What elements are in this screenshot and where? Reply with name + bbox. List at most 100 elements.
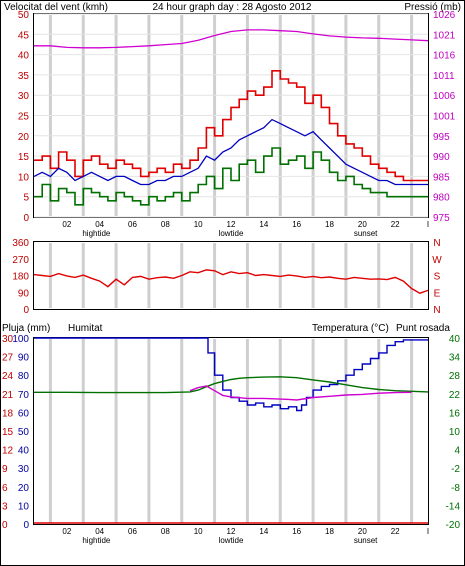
hour-tick-label: 16 bbox=[292, 527, 301, 536]
temperature-tick: 28 bbox=[449, 371, 461, 382]
temperature-tick: -20 bbox=[446, 520, 461, 531]
hour-tick-label: 16 bbox=[292, 220, 301, 229]
direction-tick: 270 bbox=[12, 255, 29, 266]
rain-tick: 27 bbox=[2, 353, 14, 364]
dewpoint-series bbox=[189, 385, 412, 401]
event-label-sunset: sunset bbox=[354, 536, 378, 545]
wind-speed-tick: 25 bbox=[18, 112, 30, 123]
pressure-label: Pressió (mb) bbox=[404, 2, 461, 13]
wind-speed-label: Velocitat del vent (kmh) bbox=[4, 2, 108, 13]
temperature-tick: 34 bbox=[449, 353, 461, 364]
temperature-label: Temperatura (°C) bbox=[312, 323, 389, 334]
hour-tick-label: 04 bbox=[95, 527, 104, 536]
pressure-tick: 975 bbox=[433, 213, 450, 224]
event-label-lowtide: lowtide bbox=[219, 536, 244, 545]
humidity-tick: 40 bbox=[18, 446, 30, 457]
compass-label: N bbox=[433, 305, 440, 316]
wind-speed-tick: 5 bbox=[23, 193, 29, 204]
hour-tick-label: 10 bbox=[194, 527, 203, 536]
pressure-tick: 980 bbox=[433, 193, 450, 204]
pressure-tick: 1021 bbox=[433, 30, 456, 41]
wind-speed-tick: 10 bbox=[18, 172, 30, 183]
pressure-tick: 985 bbox=[433, 172, 450, 183]
compass-label: E bbox=[434, 288, 441, 299]
rain-label: Pluja (mm) bbox=[2, 323, 50, 334]
hour-tick-label: 08 bbox=[161, 220, 170, 229]
compass-label: S bbox=[434, 272, 441, 283]
hour-tick-label: 22 bbox=[391, 220, 400, 229]
pressure-tick: 990 bbox=[433, 152, 450, 163]
direction-tick: 0 bbox=[23, 305, 29, 316]
hour-tick-label: 06 bbox=[128, 527, 137, 536]
hour-tick-label: 14 bbox=[259, 527, 268, 536]
temperature-tick: 10 bbox=[449, 427, 461, 438]
hour-tick-label: 22 bbox=[391, 527, 400, 536]
hour-tick-label: 14 bbox=[259, 220, 268, 229]
rain-tick: 9 bbox=[2, 464, 8, 475]
wind-speed-tick: 15 bbox=[18, 152, 30, 163]
humidity-tick: 10 bbox=[18, 501, 30, 512]
wind-speed-tick: 40 bbox=[18, 51, 30, 62]
wind-speed-tick: 0 bbox=[23, 213, 29, 224]
hour-tick-label: 06 bbox=[128, 220, 137, 229]
humidity-tick: 30 bbox=[18, 464, 30, 475]
wind-gust-series bbox=[34, 70, 428, 182]
wind-speed-tick: 35 bbox=[18, 71, 30, 82]
hour-tick-label: 04 bbox=[95, 220, 104, 229]
humidity-temp-panel bbox=[33, 337, 429, 525]
temperature-series bbox=[34, 376, 429, 394]
hour-tick-label: 12 bbox=[227, 220, 236, 229]
humidity-tick: 80 bbox=[18, 371, 30, 382]
temperature-tick: 22 bbox=[449, 390, 461, 401]
rain-tick: 24 bbox=[2, 371, 14, 382]
temperature-tick: 4 bbox=[454, 446, 460, 457]
dewpoint-label: Punt rosada bbox=[396, 323, 450, 334]
hour-tick-label: 18 bbox=[325, 527, 334, 536]
wind-low-series bbox=[34, 147, 428, 206]
graph-title: 24 hour graph day : 28 Agosto 2012 bbox=[152, 2, 311, 13]
hour-tick-label: 12 bbox=[227, 527, 236, 536]
pressure-tick: 995 bbox=[433, 132, 450, 143]
temperature-tick: -8 bbox=[451, 483, 460, 494]
direction-tick: 180 bbox=[12, 272, 29, 283]
event-label-hightide: hightide bbox=[82, 536, 111, 545]
pressure-tick: 1011 bbox=[433, 71, 455, 82]
rain-tick: 30 bbox=[2, 334, 14, 345]
temperature-tick: -14 bbox=[446, 501, 461, 512]
pressure-series bbox=[34, 29, 429, 49]
hour-tick-label: I bbox=[427, 527, 429, 536]
humidity-tick: 50 bbox=[18, 427, 30, 438]
direction-tick: 90 bbox=[18, 288, 30, 299]
wind-speed-tick: 45 bbox=[18, 30, 30, 41]
event-label-hightide: hightide bbox=[82, 229, 111, 238]
humidity-tick: 70 bbox=[18, 390, 30, 401]
hour-tick-label: 20 bbox=[358, 220, 367, 229]
temperature-tick: 16 bbox=[449, 408, 461, 419]
wind-direction-series bbox=[33, 269, 429, 294]
rain-tick: 12 bbox=[2, 446, 14, 457]
event-label-lowtide: lowtide bbox=[219, 229, 244, 238]
wind-speed-tick: 30 bbox=[18, 91, 30, 102]
hour-tick-label: 18 bbox=[325, 220, 334, 229]
hour-tick-label: 08 bbox=[161, 527, 170, 536]
humidity-label: Humitat bbox=[68, 323, 103, 334]
direction-tick: 360 bbox=[12, 238, 29, 249]
pressure-tick: 1006 bbox=[433, 91, 456, 102]
humidity-tick: 0 bbox=[23, 520, 29, 531]
wind-speed-tick: 50 bbox=[18, 10, 30, 21]
temperature-tick: -2 bbox=[451, 464, 460, 475]
pressure-tick: 1001 bbox=[433, 112, 456, 123]
pressure-tick: 1026 bbox=[433, 10, 456, 21]
rain-tick: 18 bbox=[2, 408, 14, 419]
humidity-tick: 100 bbox=[12, 334, 29, 345]
hour-tick-label: 02 bbox=[62, 220, 71, 229]
hour-tick-label: I bbox=[427, 220, 429, 229]
temperature-tick: 40 bbox=[449, 334, 461, 345]
hour-tick-label: 10 bbox=[194, 220, 203, 229]
data-series bbox=[33, 29, 429, 524]
pressure-tick: 1016 bbox=[433, 51, 456, 62]
humidity-tick: 90 bbox=[18, 353, 30, 364]
